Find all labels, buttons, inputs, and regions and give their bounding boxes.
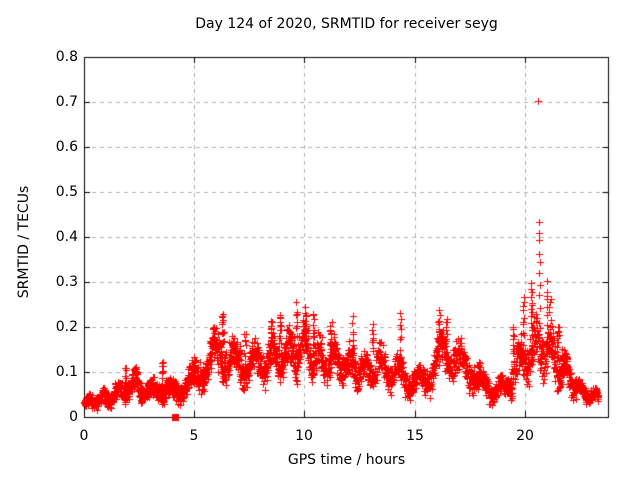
y-tick-label-0: 0	[69, 409, 78, 425]
y-tick-label-0.3: 0.3	[55, 274, 78, 290]
y-tick-label-0.8: 0.8	[55, 49, 78, 65]
y-tick-label-0.6: 0.6	[55, 139, 78, 155]
x-tick-label-15: 15	[406, 428, 424, 444]
x-axis-label: GPS time / hours	[287, 452, 406, 468]
x-tick-label-20: 20	[516, 428, 534, 444]
y-tick-label-0.7: 0.7	[55, 94, 78, 110]
y-tick-label-0.5: 0.5	[55, 184, 78, 200]
y-tick-label-0.2: 0.2	[55, 319, 78, 335]
chart-title: Day 124 of 2020, SRMTID for receiver sey…	[195, 16, 498, 32]
y-tick-label-0.1: 0.1	[55, 364, 78, 380]
x-tick-label-10: 10	[295, 428, 313, 444]
x-tick-label-0: 0	[79, 428, 89, 444]
y-tick-label-0.4: 0.4	[55, 229, 78, 245]
x-tick-label-5: 5	[189, 428, 199, 444]
